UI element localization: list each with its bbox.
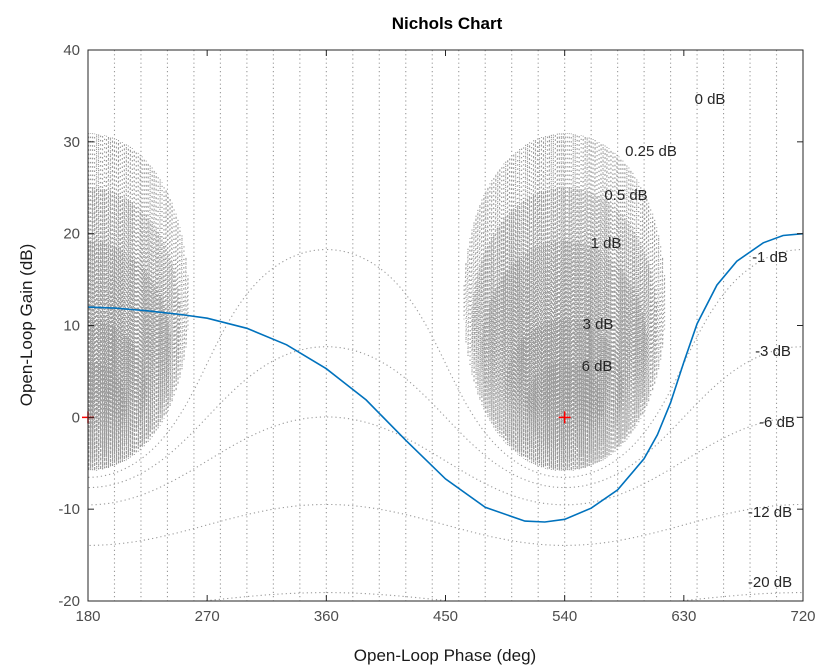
x-tick-label: 360 (314, 608, 339, 625)
contour-label: 0.25 dB (625, 143, 677, 160)
y-tick-label: -20 (58, 593, 80, 610)
magnitude-contour (88, 133, 189, 472)
contour-label: -20 dB (748, 574, 792, 591)
contour-label: 1 dB (591, 235, 622, 252)
open-loop-response (88, 232, 803, 523)
nichols-grid (88, 50, 802, 601)
magnitude-contour (88, 503, 325, 546)
contour-label: 3 dB (583, 316, 614, 333)
magnitude-contour (481, 240, 648, 469)
critical-point-marker (558, 411, 571, 424)
x-tick-label: 270 (195, 608, 220, 625)
magnitude-contour (463, 133, 666, 472)
contour-label: -6 dB (759, 414, 795, 431)
y-tick-label: 0 (72, 409, 80, 426)
magnitude-contour (326, 248, 802, 478)
x-tick-label: 180 (75, 608, 100, 625)
contour-labels: 0 dB 0.25 dB 0.5 dB 1 dB 3 dB 6 dB -1 dB -3 dB -… (582, 91, 795, 591)
y-tick-label: 10 (63, 318, 80, 335)
magnitude-contour (88, 249, 325, 478)
y-axis-label: Open-Loop Gain (dB) (17, 244, 36, 407)
contour-label: 0 dB (695, 91, 726, 108)
contour-label: -1 dB (752, 249, 788, 266)
y-tick-label: 30 (63, 134, 80, 151)
magnitude-contour (471, 187, 658, 471)
axis-ticks: 180 270 360 450 540 630 720 40 30 20 10 0 -10 -20 (58, 42, 815, 625)
x-tick-label: 450 (433, 608, 458, 625)
x-tick-label: 720 (790, 608, 815, 625)
x-tick-label: 540 (552, 608, 577, 625)
x-tick-label: 630 (671, 608, 696, 625)
chart-title: Nichols Chart (392, 14, 503, 33)
contour-label: 0.5 dB (604, 187, 647, 204)
contour-label: -12 dB (748, 504, 792, 521)
magnitude-contour (327, 503, 802, 546)
contour-label: -3 dB (755, 343, 791, 360)
y-tick-label: -10 (58, 501, 80, 518)
x-axis-label: Open-Loop Phase (deg) (354, 646, 536, 665)
y-tick-label: 20 (63, 226, 80, 243)
contour-label: 6 dB (582, 358, 613, 375)
y-tick-label: 40 (63, 42, 80, 59)
series-line (88, 232, 803, 523)
